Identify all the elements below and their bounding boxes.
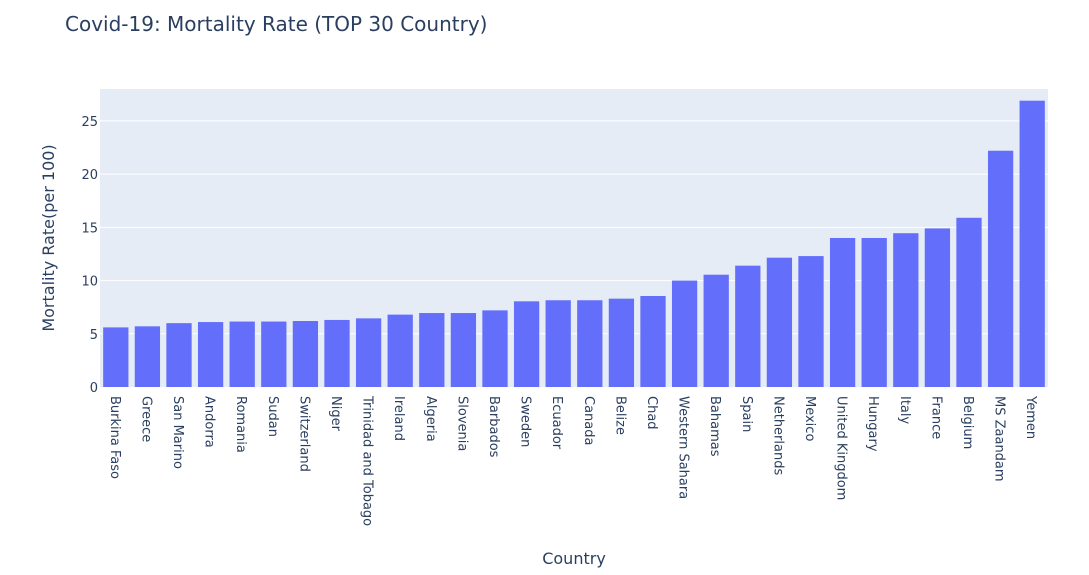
bar: [387, 314, 413, 387]
bar: [924, 228, 951, 387]
bar: [419, 313, 445, 387]
bar: [640, 296, 666, 387]
x-axis-title: Country: [542, 549, 606, 568]
x-tick-label: Romania: [233, 396, 248, 453]
bar: [798, 256, 824, 387]
bar: [166, 323, 192, 387]
x-axis-ticks: Burkina Faso Greece San Marino Andorra Roman…: [107, 395, 1038, 526]
gridlines: [100, 120, 1048, 335]
bar: [766, 257, 793, 387]
y-tick-label: 0: [90, 381, 98, 396]
bar: [1019, 100, 1045, 387]
bar: [829, 238, 856, 387]
bar: [197, 322, 224, 387]
bar: [861, 238, 887, 387]
bar: [608, 298, 635, 387]
bar: [513, 301, 540, 387]
bar: [261, 321, 287, 387]
x-tick-label: Slovenia: [454, 396, 469, 451]
x-tick-label: Western Sahara: [676, 396, 691, 499]
bar: [893, 233, 919, 387]
bar: [987, 150, 1014, 387]
x-tick-label: Burkina Faso: [107, 396, 122, 479]
x-tick-label: Canada: [581, 396, 596, 445]
x-tick-label: Sudan: [265, 396, 280, 437]
x-tick-label: Hungary: [865, 396, 880, 452]
bar: [229, 321, 255, 387]
x-tick-label: Mexico: [802, 396, 817, 441]
x-tick-label: Netherlands: [770, 396, 785, 475]
x-tick-label: Andorra: [202, 396, 217, 448]
bar: [545, 300, 571, 387]
x-tick-label: Belize: [612, 396, 627, 435]
x-tick-label: France: [928, 396, 943, 439]
bar: [703, 274, 729, 387]
chart-title: Covid-19: Mortality Rate (TOP 30 Country…: [65, 12, 487, 36]
bar: [134, 326, 161, 387]
bar: [956, 217, 982, 387]
x-tick-label: Barbados: [486, 396, 501, 458]
y-tick-label: 5: [90, 328, 98, 343]
x-tick-label: Ecuador: [549, 396, 564, 450]
bar: [482, 310, 508, 387]
bar: [292, 321, 319, 387]
x-tick-label: Yemen: [1023, 395, 1038, 439]
x-tick-label: Greece: [138, 396, 153, 442]
y-tick-label: 25: [81, 115, 98, 130]
x-tick-label: United Kingdom: [834, 396, 849, 500]
x-tick-label: Trinidad and Tobago: [360, 395, 375, 526]
x-tick-label: Chad: [644, 396, 659, 430]
x-tick-label: Niger: [328, 396, 343, 432]
x-tick-label: Sweden: [518, 396, 533, 447]
bar: [324, 319, 350, 387]
bars: [103, 100, 1045, 387]
x-tick-label: Ireland: [391, 396, 406, 441]
y-tick-label: 10: [81, 275, 98, 290]
bar: [450, 313, 477, 387]
bar: [355, 318, 382, 387]
x-tick-label: Algeria: [423, 396, 438, 442]
x-tick-label: Switzerland: [296, 396, 311, 472]
bar: [577, 300, 603, 387]
x-tick-label: Spain: [739, 396, 754, 432]
bar: [735, 265, 761, 387]
y-tick-label: 20: [81, 168, 98, 183]
bar: [671, 280, 698, 387]
bar: [103, 327, 129, 387]
x-tick-label: San Marino: [170, 396, 185, 469]
x-tick-label: Italy: [897, 396, 912, 425]
x-tick-label: Belgium: [960, 396, 975, 449]
y-axis-ticks: 0 5 10 15 20 25: [81, 115, 98, 396]
y-tick-label: 15: [81, 221, 98, 236]
x-tick-label: MS Zaandam: [992, 396, 1007, 482]
x-tick-label: Bahamas: [707, 396, 722, 457]
plot-area: [100, 89, 1048, 387]
y-axis-title: Mortality Rate(per 100): [39, 144, 58, 331]
